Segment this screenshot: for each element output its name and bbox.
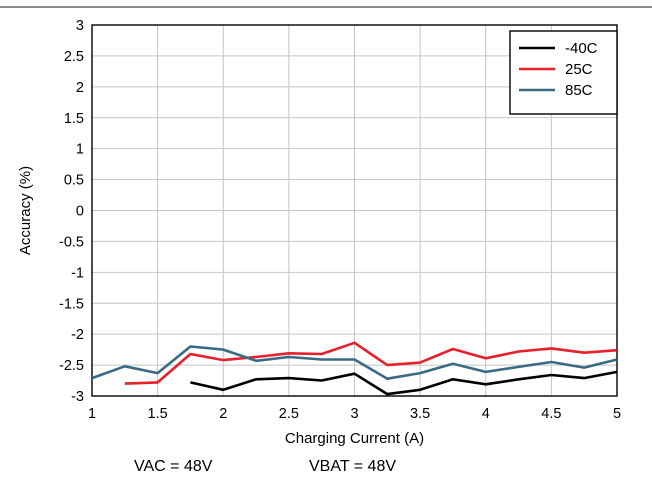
y-tick-label: 2.5 <box>64 49 84 65</box>
footnote-vac: VAC = 48V <box>134 458 213 475</box>
y-tick-label: -3 <box>71 389 84 405</box>
y-tick-label: -2.5 <box>59 358 84 374</box>
y-tick-label: -1 <box>71 265 84 281</box>
x-tick-labels: 1 1.5 2 2.5 3 3.5 4 4.5 5 <box>88 406 621 422</box>
legend: -40C 25C 85C <box>509 30 618 115</box>
x-tick-label: 3.5 <box>410 406 430 422</box>
y-tick-label: 1.5 <box>64 111 84 127</box>
x-tick-label: 4.5 <box>541 406 561 422</box>
legend-label: 25C <box>565 61 593 78</box>
footnote-vbat: VBAT = 48V <box>309 458 397 475</box>
x-tick-label: 5 <box>613 406 621 422</box>
x-tick-label: 1 <box>88 406 96 422</box>
series-line <box>91 345 618 381</box>
series-line <box>190 370 618 396</box>
y-tick-label: 0.5 <box>64 173 84 189</box>
legend-label: 85C <box>565 82 593 99</box>
legend-label: -40C <box>565 40 598 57</box>
y-tick-label: -1.5 <box>59 296 84 312</box>
legend-box <box>509 30 618 115</box>
y-tick-label: 2 <box>76 80 84 96</box>
series-layer <box>91 341 618 396</box>
top-rule <box>0 6 652 8</box>
y-tick-label: 0 <box>76 204 84 220</box>
y-tick-label: -2 <box>71 327 84 343</box>
plot-frame <box>91 24 618 397</box>
x-tick-label: 2 <box>219 406 227 422</box>
y-tick-label: 3 <box>76 18 84 34</box>
y-tick-label: -0.5 <box>59 234 84 250</box>
x-tick-label: 2.5 <box>279 406 299 422</box>
y-tick-labels: 3 2.5 2 1.5 1 0.5 0 -0.5 -1 -1.5 -2 -2.5 -3 <box>59 18 84 405</box>
x-axis-title: Charging Current (A) <box>285 430 424 447</box>
x-tick-label: 3 <box>350 406 358 422</box>
y-axis-title: Accuracy (%) <box>17 166 34 255</box>
x-tick-label: 4 <box>482 406 490 422</box>
x-tick-label: 1.5 <box>148 406 168 422</box>
series-line <box>124 341 618 385</box>
y-tick-label: 1 <box>76 142 84 158</box>
